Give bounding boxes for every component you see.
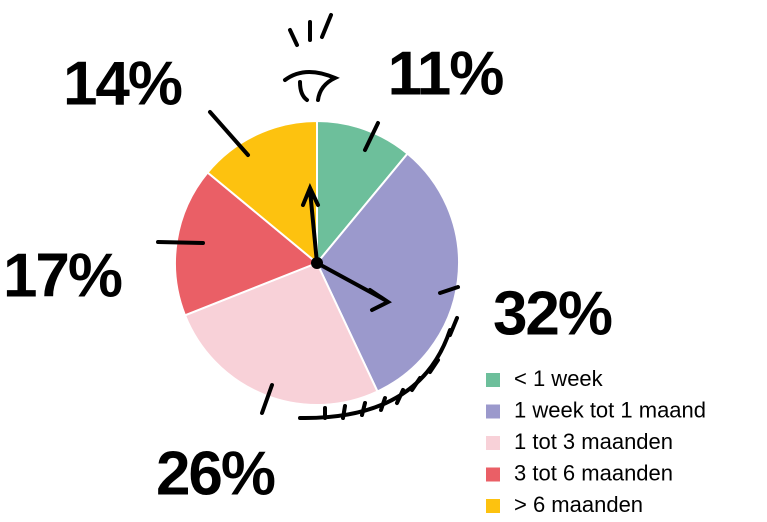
legend-label: 3 tot 6 maanden xyxy=(514,460,673,485)
data-label: 17% xyxy=(3,241,122,310)
data-label: 14% xyxy=(63,49,182,118)
legend-label: 1 tot 3 maanden xyxy=(514,429,673,454)
legend-swatch xyxy=(486,405,500,419)
legend-label: > 6 maanden xyxy=(514,492,643,517)
legend-label: 1 week tot 1 maand xyxy=(514,397,706,422)
legend-swatch xyxy=(486,468,500,482)
legend-swatch xyxy=(486,373,500,387)
data-label: 11% xyxy=(388,39,504,108)
chart: < 1 week 1 week tot 1 maand 1 tot 3 maande… xyxy=(0,0,767,522)
legend-swatch xyxy=(486,499,500,513)
data-label: 26% xyxy=(156,439,275,508)
legend: < 1 week 1 week tot 1 maand 1 tot 3 maande… xyxy=(486,366,706,517)
legend-swatch xyxy=(486,436,500,450)
legend-label: < 1 week xyxy=(514,366,604,391)
data-label: 32% xyxy=(493,279,612,348)
